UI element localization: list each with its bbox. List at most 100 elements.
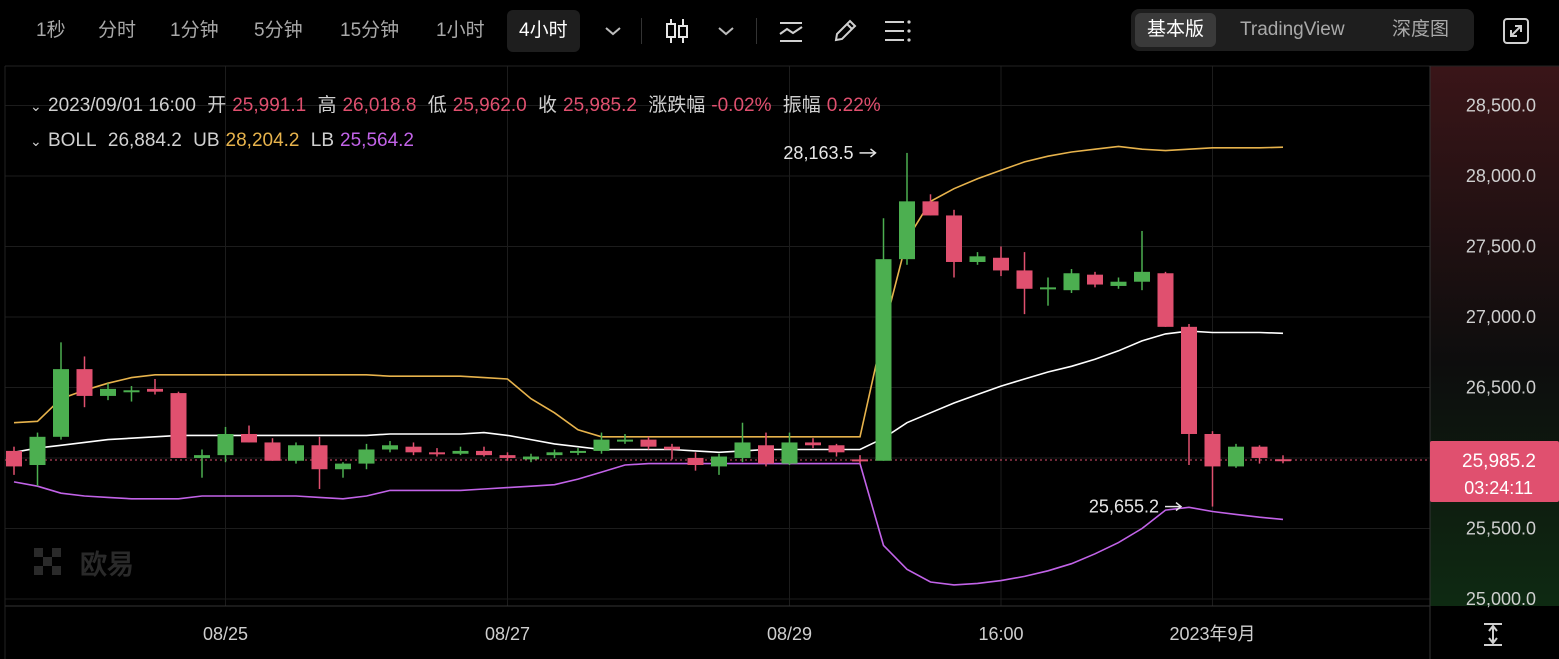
view-basic[interactable]: 基本版 [1135, 13, 1217, 47]
price-markers: 28,163.5 25,655.2 [783, 143, 1183, 517]
boll-lb-label: LB [310, 130, 335, 151]
candle-body [288, 445, 304, 461]
candle-body [570, 450, 586, 453]
price-axis[interactable]: 25,000.025,500.026,000.026,500.027,000.0… [1430, 95, 1559, 609]
candle-body [147, 388, 163, 392]
candle-body [922, 201, 939, 216]
amplitude-label: 振幅 [782, 95, 821, 116]
low-label: 低 [427, 95, 447, 116]
chevron-down-icon[interactable] [596, 14, 630, 48]
boll-lb-value: 25,564.2 [340, 130, 414, 151]
price-tick-label: 27,000.0 [1466, 307, 1536, 327]
candle-body [358, 449, 375, 464]
candle-body [758, 445, 774, 464]
timeframe-15m[interactable]: 15分钟 [340, 20, 400, 41]
boll-lower-band [13, 462, 1284, 586]
high-price-marker: 28,163.5 [783, 143, 853, 163]
candle-body [1087, 274, 1103, 285]
price-tick-label: 28,500.0 [1466, 95, 1536, 115]
candle-body [1275, 459, 1291, 462]
candle-body [429, 452, 445, 455]
view-depth[interactable]: 深度图 [1392, 19, 1450, 40]
timeframe-tick[interactable]: 分时 [98, 20, 137, 41]
candle-body [593, 439, 610, 451]
candle-body [170, 393, 187, 458]
candle-body [194, 455, 210, 458]
axis-scale-button[interactable] [1484, 623, 1502, 646]
chevron-down-icon[interactable]: ⌄ [30, 133, 42, 149]
candle-body [993, 257, 1009, 271]
low-price-marker: 25,655.2 [1089, 497, 1159, 517]
last-price-label: 25,985.2 [1462, 451, 1536, 472]
fullscreen-icon[interactable] [1499, 14, 1533, 48]
chevron-down-icon[interactable] [709, 14, 743, 48]
timeframe-4h[interactable]: 4小时 [507, 10, 580, 52]
boll-name: BOLL [48, 130, 97, 151]
price-tick-label: 28,000.0 [1466, 166, 1536, 186]
candle-body [1157, 273, 1174, 327]
boll-upper-band [13, 145, 1284, 438]
chevron-down-icon[interactable]: ⌄ [30, 98, 42, 114]
candle-body [1134, 271, 1150, 282]
candle-body [1016, 270, 1033, 289]
boll-bands [5, 145, 1430, 586]
time-tick-label: 16:00 [978, 624, 1023, 644]
candle-body [53, 369, 69, 437]
pencil-icon[interactable] [828, 14, 862, 48]
indicator-icon[interactable] [774, 14, 808, 48]
candle-body [546, 452, 563, 456]
candle-body [241, 433, 257, 443]
timeframe-5m[interactable]: 5分钟 [254, 20, 303, 41]
open-label: 开 [207, 95, 227, 116]
timeframe-1m[interactable]: 1分钟 [170, 20, 219, 41]
timeframe-1h[interactable]: 1小时 [436, 20, 485, 41]
candle-body [100, 388, 116, 396]
timeframe-1s[interactable]: 1秒 [36, 20, 66, 41]
price-axis-background [1430, 66, 1559, 606]
change-value: -0.02% [711, 95, 772, 116]
candle-body [6, 450, 22, 467]
candle-body [687, 457, 704, 466]
boll-mid-value: 26,884.2 [107, 130, 182, 151]
candle-body [946, 215, 962, 262]
candle-body [123, 390, 140, 393]
view-tradingview[interactable]: TradingView [1240, 19, 1345, 40]
high-label: 高 [317, 95, 337, 116]
high-marker-arrowhead [870, 148, 877, 158]
candle-body [452, 450, 469, 454]
boll-ub-value: 28,204.2 [225, 130, 300, 151]
settings-list-icon[interactable] [880, 14, 914, 48]
candle-body [1040, 287, 1056, 290]
candle-body [1063, 273, 1080, 291]
candle-body [734, 442, 751, 458]
time-tick-label: 08/29 [767, 624, 812, 644]
candle-body [1204, 433, 1221, 467]
candle-body [781, 442, 798, 464]
candle-body [499, 455, 516, 458]
last-price-badge [1430, 441, 1559, 503]
countdown-label: 03:24:11 [1464, 478, 1533, 498]
okx-watermark: 欧易 [34, 548, 134, 580]
boll-legend: ⌄ BOLL 26,884.2 UB 28,204.2 LB 25,564.2 [30, 130, 420, 152]
candle-body [382, 445, 398, 450]
toolbar-divider [756, 18, 757, 44]
price-tick-label: 27,500.0 [1466, 236, 1536, 256]
ohlc-date: 2023/09/01 16:00 [48, 95, 196, 116]
time-tick-label: 08/27 [485, 624, 530, 644]
close-value: 25,985.2 [563, 95, 637, 116]
toolbar-divider [641, 18, 642, 44]
top-toolbar: 1秒 分时 1分钟 5分钟 15分钟 1小时 4小时 基本版 TradingVi… [0, 0, 1559, 66]
close-label: 收 [538, 95, 558, 116]
low-marker-arrowhead [1175, 501, 1183, 512]
candlestick-icon[interactable] [660, 14, 694, 48]
time-axis[interactable]: 08/25 08/27 08/29 16:00 2023年9月 [203, 624, 1256, 644]
candle-body [828, 445, 845, 453]
boll-middle-band [13, 330, 1284, 454]
time-tick-label: 2023年9月 [1169, 624, 1255, 644]
candle-body [335, 463, 351, 470]
candle-body [29, 436, 46, 466]
candle-body [405, 446, 422, 453]
price-tick-label: 25,500.0 [1466, 518, 1536, 538]
